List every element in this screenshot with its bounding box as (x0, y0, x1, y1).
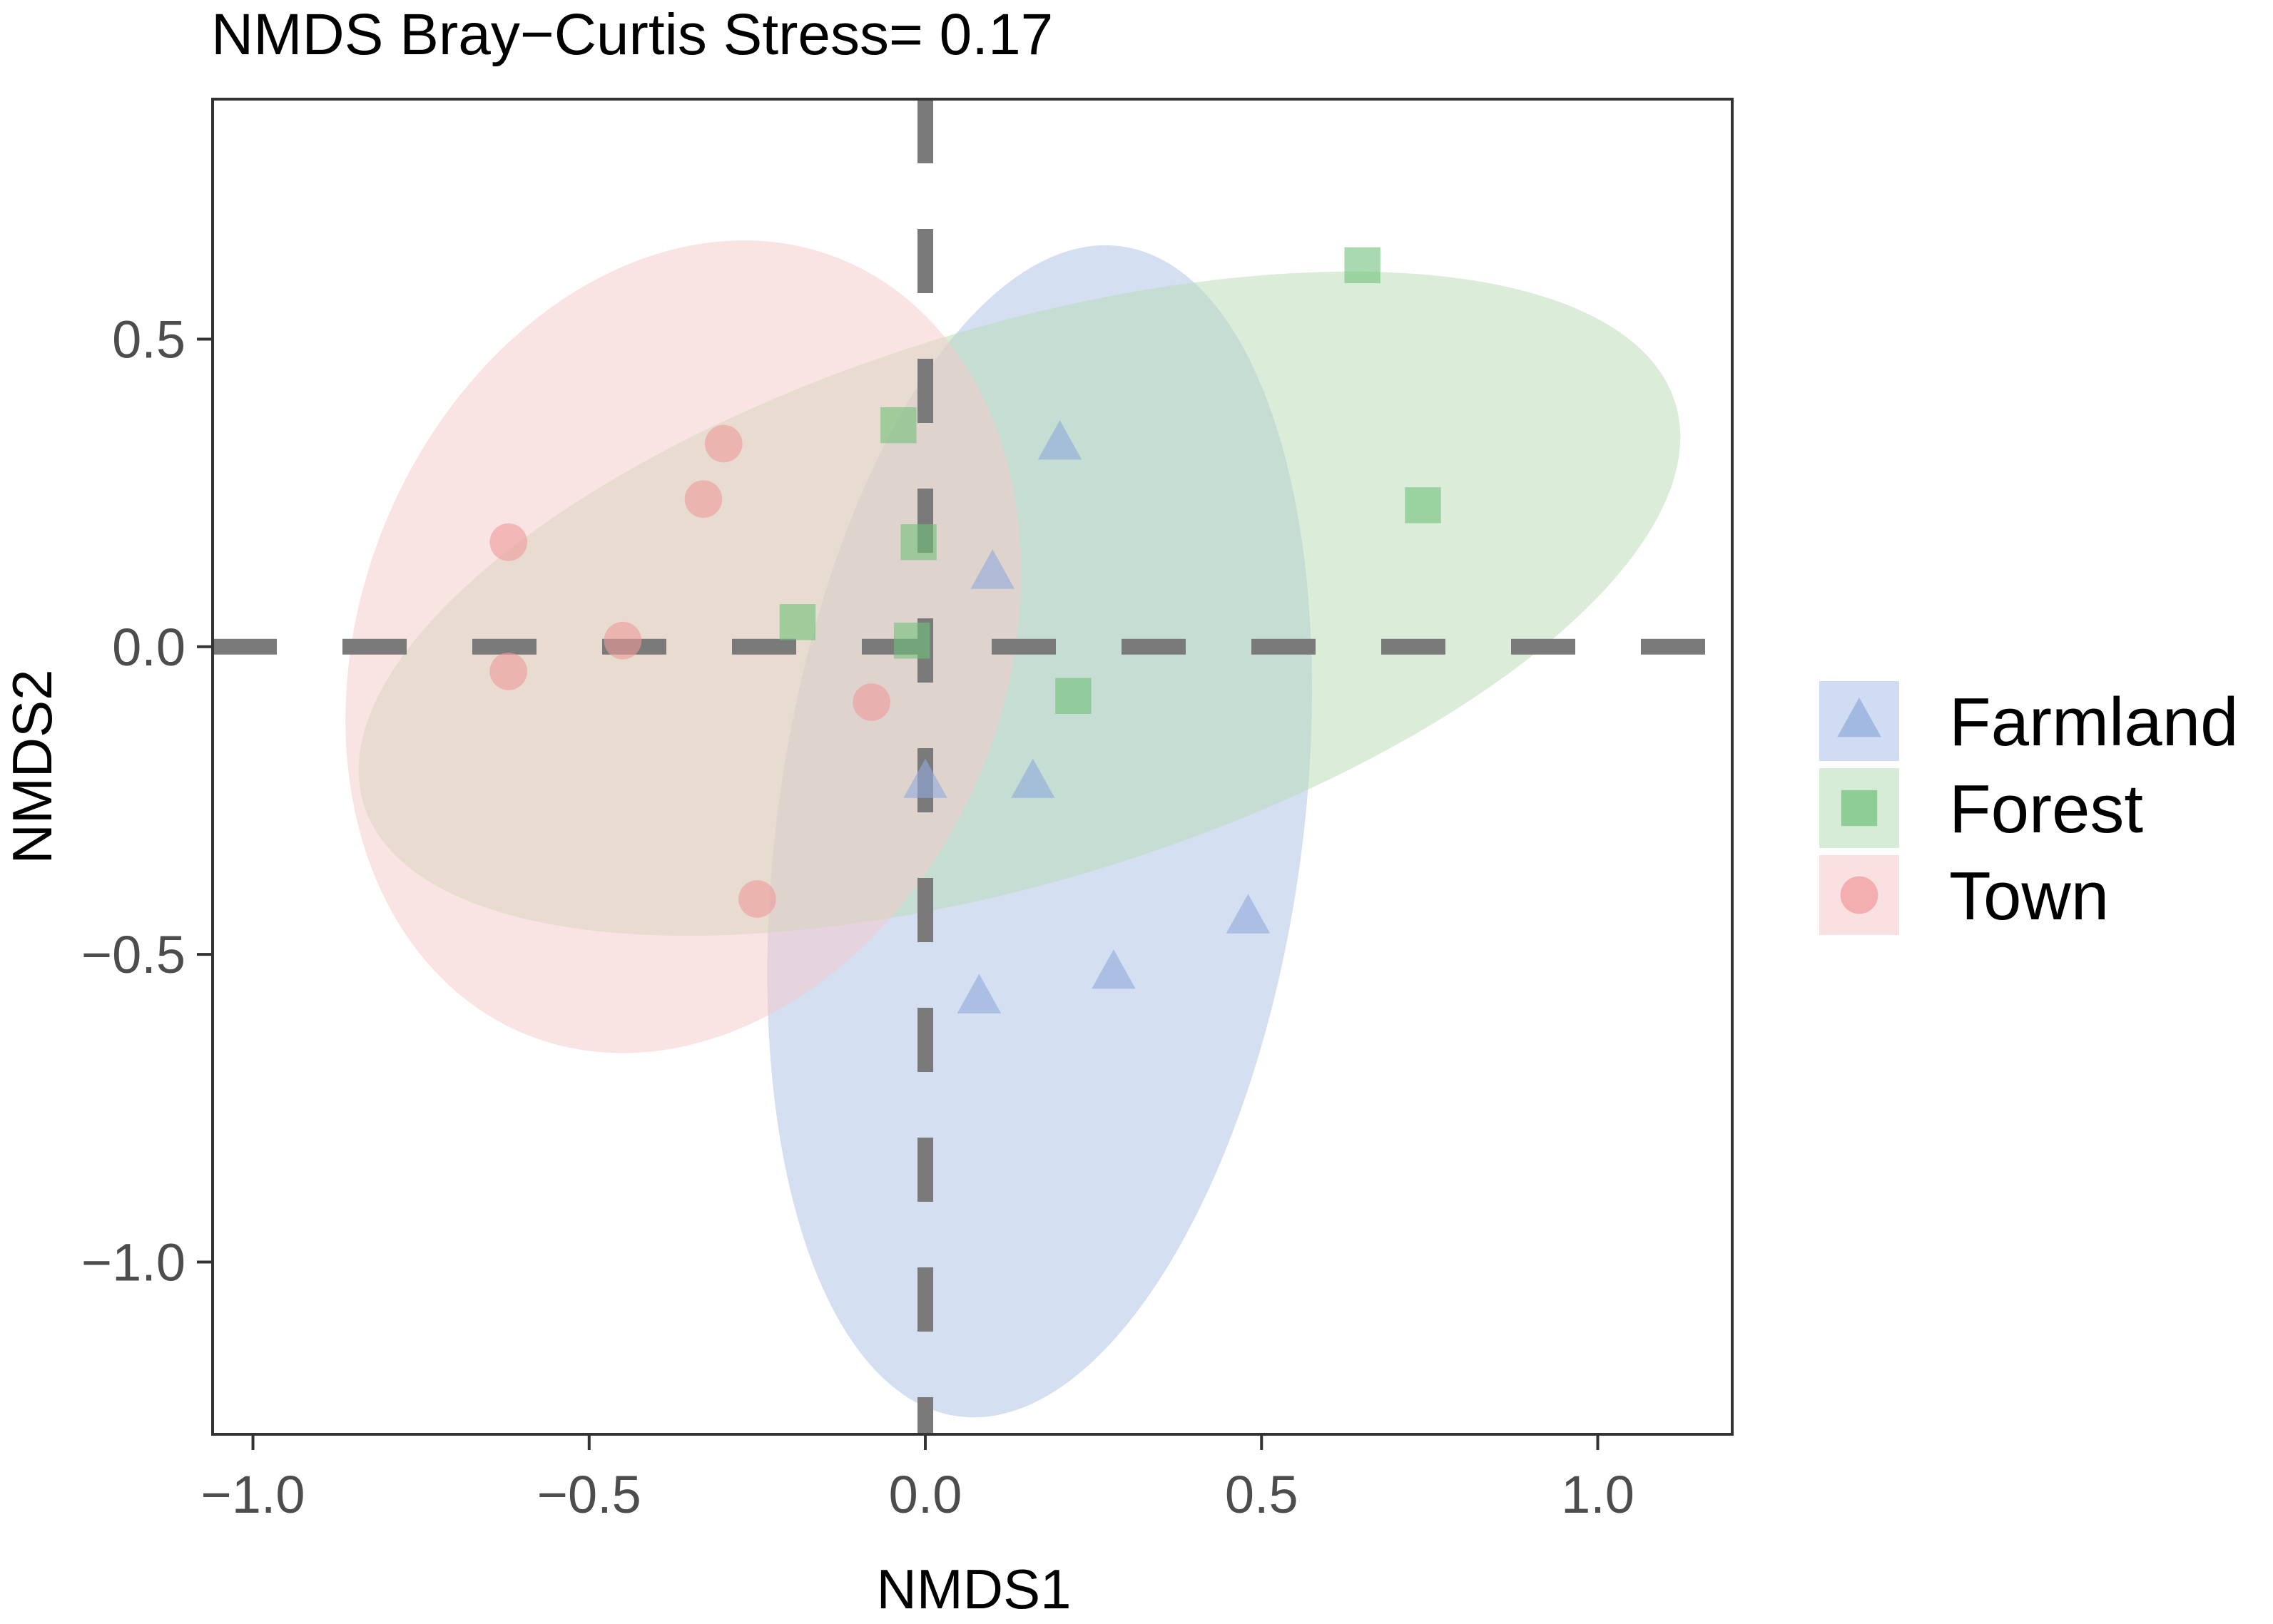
forest-point (1055, 678, 1092, 714)
town-point (489, 523, 528, 561)
chart-title: NMDS Bray−Curtis Stress= 0.17 (211, 2, 1053, 67)
forest-point (1344, 247, 1380, 284)
town-point (853, 683, 890, 721)
data-points (489, 247, 1441, 1013)
town-point (604, 621, 642, 660)
town-ellipse (345, 240, 1022, 1053)
x-tick-label: 1.0 (1561, 1465, 1634, 1524)
town-point (684, 480, 723, 519)
forest-point (779, 604, 816, 640)
farmland-point (1011, 758, 1055, 798)
y-axis-title: NMDS2 (1, 669, 63, 864)
town-point (489, 652, 528, 690)
y-tick-label: −1.0 (81, 1232, 185, 1292)
x-tick-label: −1.0 (201, 1465, 305, 1524)
legend: Farmland Forest Town (1819, 681, 2238, 935)
y-tick-label: −0.5 (81, 925, 185, 984)
town-point (704, 424, 743, 463)
x-tick-label: 0.0 (889, 1465, 962, 1524)
forest-point (880, 407, 917, 444)
farmland-point (903, 758, 947, 798)
farmland-legend-marker (1837, 698, 1881, 737)
town-point (738, 880, 776, 918)
farmland-point (970, 549, 1015, 589)
forest-point (900, 524, 937, 561)
y-tick-label: 0.5 (112, 310, 185, 369)
y-tick-label: 0.0 (112, 618, 185, 677)
x-tick-label: 0.5 (1225, 1465, 1298, 1524)
forest-point (1405, 487, 1441, 524)
farmland-legend-label: Farmland (1949, 684, 2238, 760)
forest-legend-label: Forest (1949, 771, 2143, 847)
town-legend-marker (1840, 876, 1878, 914)
confidence-ellipses (345, 240, 1681, 1418)
x-axis: −1.0 −0.5 0.0 0.5 1.0 (201, 1434, 1634, 1524)
farmland-point (957, 974, 1002, 1013)
x-axis-title: NMDS1 (876, 1558, 1071, 1620)
y-axis: 0.5 0.0 −0.5 −1.0 (81, 310, 213, 1292)
plot-border (211, 98, 1734, 1436)
farmland-point (1037, 420, 1082, 460)
forest-point (893, 622, 930, 659)
x-tick-label: −0.5 (537, 1465, 641, 1524)
farmland-point (1092, 949, 1136, 989)
forest-legend-marker (1841, 790, 1878, 827)
plot-area (213, 99, 1732, 1434)
town-legend-label: Town (1949, 858, 2109, 934)
farmland-point (1226, 894, 1271, 934)
